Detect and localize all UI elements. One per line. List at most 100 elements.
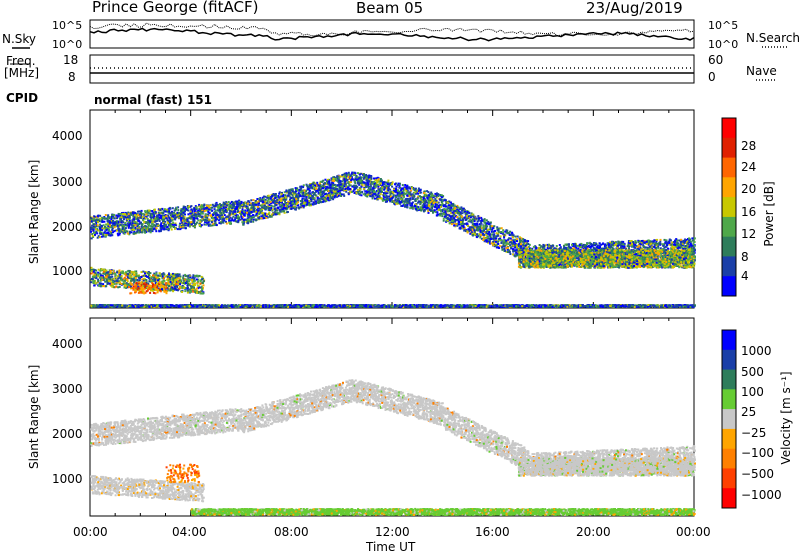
data-cell (406, 202, 408, 204)
data-cell (509, 231, 511, 233)
data-cell (125, 227, 127, 229)
data-cell (654, 246, 656, 248)
data-cell (664, 239, 666, 241)
data-cell (431, 200, 433, 202)
data-cell (167, 228, 169, 230)
data-cell (223, 212, 225, 214)
data-cell (417, 202, 419, 204)
data-cell (325, 199, 327, 201)
data-cell (451, 217, 453, 219)
data-cell (316, 182, 318, 184)
data-cell (322, 197, 324, 199)
data-cell (692, 243, 694, 245)
data-cell (131, 221, 133, 223)
data-cell (393, 188, 395, 190)
data-cell (286, 208, 288, 210)
data-cell (147, 226, 149, 228)
data-cell (124, 213, 126, 215)
data-cell (201, 204, 203, 206)
data-cell (367, 184, 369, 186)
data-cell (374, 198, 376, 200)
data-cell (187, 210, 189, 212)
data-cell (669, 242, 671, 244)
data-cell (637, 246, 639, 248)
freq-panel-frame (90, 55, 694, 83)
data-cell (404, 184, 406, 186)
data-cell (292, 197, 294, 199)
data-cell (193, 218, 195, 220)
data-cell (170, 215, 172, 217)
data-cell (187, 213, 189, 215)
data-cell (387, 180, 389, 182)
data-cell (649, 240, 651, 242)
data-cell (511, 239, 513, 241)
data-cell (423, 203, 425, 205)
data-cell (171, 220, 173, 222)
data-cell (279, 210, 281, 212)
data-cell (649, 246, 651, 248)
data-cell (634, 247, 636, 249)
data-cell (515, 255, 517, 257)
data-cell (513, 234, 515, 236)
data-cell (256, 198, 258, 200)
data-cell (527, 240, 529, 242)
data-cell (283, 199, 285, 201)
data-cell (423, 210, 425, 212)
data-cell (91, 227, 93, 229)
data-cell (261, 205, 263, 207)
data-cell (420, 192, 422, 194)
data-cell (694, 237, 696, 239)
data-cell (646, 243, 648, 245)
data-cell (660, 239, 662, 241)
data-cell (158, 214, 160, 216)
data-cell (502, 229, 504, 231)
data-cell (252, 221, 254, 223)
data-cell (466, 215, 468, 217)
data-cell (284, 194, 286, 196)
data-cell (203, 204, 205, 206)
data-cell (239, 207, 241, 209)
data-cell (499, 245, 501, 247)
data-cell (680, 241, 682, 243)
data-cell (190, 209, 192, 211)
data-cell (260, 215, 262, 217)
data-cell (472, 219, 474, 221)
data-cell (253, 219, 255, 221)
data-cell (130, 212, 132, 214)
data-cell (295, 187, 297, 189)
data-cell (694, 245, 696, 247)
data-cell (172, 207, 174, 209)
data-cell (462, 219, 464, 221)
data-cell (580, 246, 582, 248)
data-cell (257, 201, 259, 203)
data-cell (303, 190, 305, 192)
data-cell (102, 221, 104, 223)
data-cell (279, 191, 281, 193)
data-cell (125, 222, 127, 224)
data-cell (204, 210, 206, 212)
data-cell (93, 230, 95, 232)
data-cell (415, 188, 417, 190)
data-cell (104, 218, 106, 220)
data-cell (495, 245, 497, 247)
data-cell (306, 204, 308, 206)
data-cell (686, 246, 688, 248)
data-cell (391, 186, 393, 188)
data-cell (445, 206, 447, 208)
data-cell (174, 224, 176, 226)
data-cell (252, 199, 254, 201)
data-cell (515, 236, 517, 238)
data-cell (656, 239, 658, 241)
data-cell (464, 217, 466, 219)
data-cell (357, 191, 359, 193)
data-cell (492, 227, 494, 229)
data-cell (133, 219, 135, 221)
data-cell (300, 200, 302, 202)
data-cell (493, 225, 495, 227)
data-cell (343, 178, 345, 180)
data-cell (322, 180, 324, 182)
data-cell (405, 187, 407, 189)
data-cell (154, 213, 156, 215)
data-cell (423, 192, 425, 194)
data-cell (671, 242, 673, 244)
